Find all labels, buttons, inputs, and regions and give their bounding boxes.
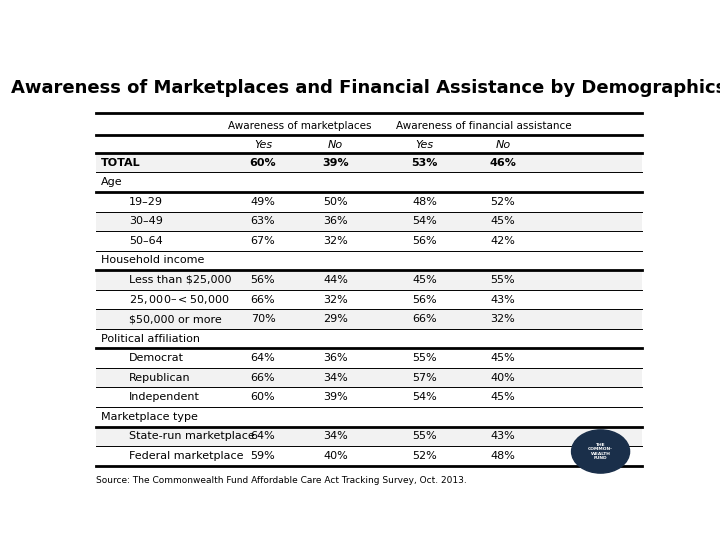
Bar <box>96 192 642 212</box>
Bar <box>96 212 642 231</box>
Text: 53%: 53% <box>412 158 438 168</box>
Text: $25,000–<$50,000: $25,000–<$50,000 <box>129 293 230 306</box>
Text: Political affiliation: Political affiliation <box>101 334 200 343</box>
Text: 60%: 60% <box>251 392 275 402</box>
Text: 34%: 34% <box>323 373 348 383</box>
Text: 66%: 66% <box>413 314 437 324</box>
Text: 54%: 54% <box>413 392 437 402</box>
Text: 40%: 40% <box>323 451 348 461</box>
Bar <box>96 427 642 446</box>
Text: Awareness of marketplaces: Awareness of marketplaces <box>228 121 371 131</box>
Text: 36%: 36% <box>323 217 348 226</box>
Text: 52%: 52% <box>490 197 516 207</box>
Text: 46%: 46% <box>490 158 516 168</box>
Bar <box>96 309 642 329</box>
Text: 45%: 45% <box>490 217 516 226</box>
Text: 56%: 56% <box>251 275 275 285</box>
Text: 55%: 55% <box>413 431 437 441</box>
Text: 57%: 57% <box>413 373 437 383</box>
Text: 32%: 32% <box>323 294 348 305</box>
Text: 50%: 50% <box>323 197 348 207</box>
Text: Republican: Republican <box>129 373 191 383</box>
Text: Less than $25,000: Less than $25,000 <box>129 275 232 285</box>
Text: Awareness of Marketplaces and Financial Assistance by Demographics: Awareness of Marketplaces and Financial … <box>12 79 720 97</box>
Text: 19–29: 19–29 <box>129 197 163 207</box>
Text: 45%: 45% <box>490 392 516 402</box>
Bar <box>96 388 642 407</box>
Text: 56%: 56% <box>413 294 437 305</box>
Bar <box>96 290 642 309</box>
Bar <box>96 231 642 251</box>
Text: Democrat: Democrat <box>129 353 184 363</box>
Text: 67%: 67% <box>251 236 275 246</box>
Text: Federal marketplace: Federal marketplace <box>129 451 243 461</box>
Text: 29%: 29% <box>323 314 348 324</box>
Text: 60%: 60% <box>250 158 276 168</box>
Text: 43%: 43% <box>490 294 516 305</box>
Text: Marketplace type: Marketplace type <box>101 412 198 422</box>
Text: 66%: 66% <box>251 373 275 383</box>
Circle shape <box>572 430 629 473</box>
Text: 45%: 45% <box>490 353 516 363</box>
Text: THE
COMMON-
WEALTH
FUND: THE COMMON- WEALTH FUND <box>588 443 613 461</box>
Text: 45%: 45% <box>413 275 437 285</box>
Text: 43%: 43% <box>490 431 516 441</box>
Text: State-run marketplace: State-run marketplace <box>129 431 255 441</box>
Text: 32%: 32% <box>490 314 516 324</box>
Text: 30–49: 30–49 <box>129 217 163 226</box>
Text: Yes: Yes <box>254 140 272 150</box>
Text: 54%: 54% <box>413 217 437 226</box>
Text: No: No <box>328 140 343 150</box>
Text: $50,000 or more: $50,000 or more <box>129 314 222 324</box>
Text: 70%: 70% <box>251 314 275 324</box>
Bar <box>96 348 642 368</box>
Text: TOTAL: TOTAL <box>101 158 141 168</box>
Bar <box>96 270 642 290</box>
Text: 48%: 48% <box>490 451 516 461</box>
Text: 50–64: 50–64 <box>129 236 163 246</box>
Text: Awareness of financial assistance: Awareness of financial assistance <box>395 121 571 131</box>
Text: Household income: Household income <box>101 255 204 266</box>
Text: 56%: 56% <box>413 236 437 246</box>
Text: 64%: 64% <box>251 431 275 441</box>
Text: 39%: 39% <box>323 392 348 402</box>
Text: Independent: Independent <box>129 392 200 402</box>
Text: 55%: 55% <box>413 353 437 363</box>
Text: 36%: 36% <box>323 353 348 363</box>
Bar <box>96 153 642 172</box>
Text: 64%: 64% <box>251 353 275 363</box>
Text: No: No <box>495 140 510 150</box>
Text: 49%: 49% <box>251 197 276 207</box>
Text: 48%: 48% <box>413 197 437 207</box>
Text: Age: Age <box>101 177 123 187</box>
Text: 32%: 32% <box>323 236 348 246</box>
Text: 63%: 63% <box>251 217 275 226</box>
Text: 42%: 42% <box>490 236 516 246</box>
Bar <box>96 446 642 465</box>
Text: 40%: 40% <box>490 373 516 383</box>
Text: 44%: 44% <box>323 275 348 285</box>
Text: Yes: Yes <box>415 140 434 150</box>
Text: Source: The Commonwealth Fund Affordable Care Act Tracking Survey, Oct. 2013.: Source: The Commonwealth Fund Affordable… <box>96 476 467 485</box>
Text: 34%: 34% <box>323 431 348 441</box>
Text: 59%: 59% <box>251 451 275 461</box>
Bar <box>96 368 642 388</box>
Text: 39%: 39% <box>323 158 348 168</box>
Text: 55%: 55% <box>490 275 516 285</box>
Text: 52%: 52% <box>413 451 437 461</box>
Text: 66%: 66% <box>251 294 275 305</box>
